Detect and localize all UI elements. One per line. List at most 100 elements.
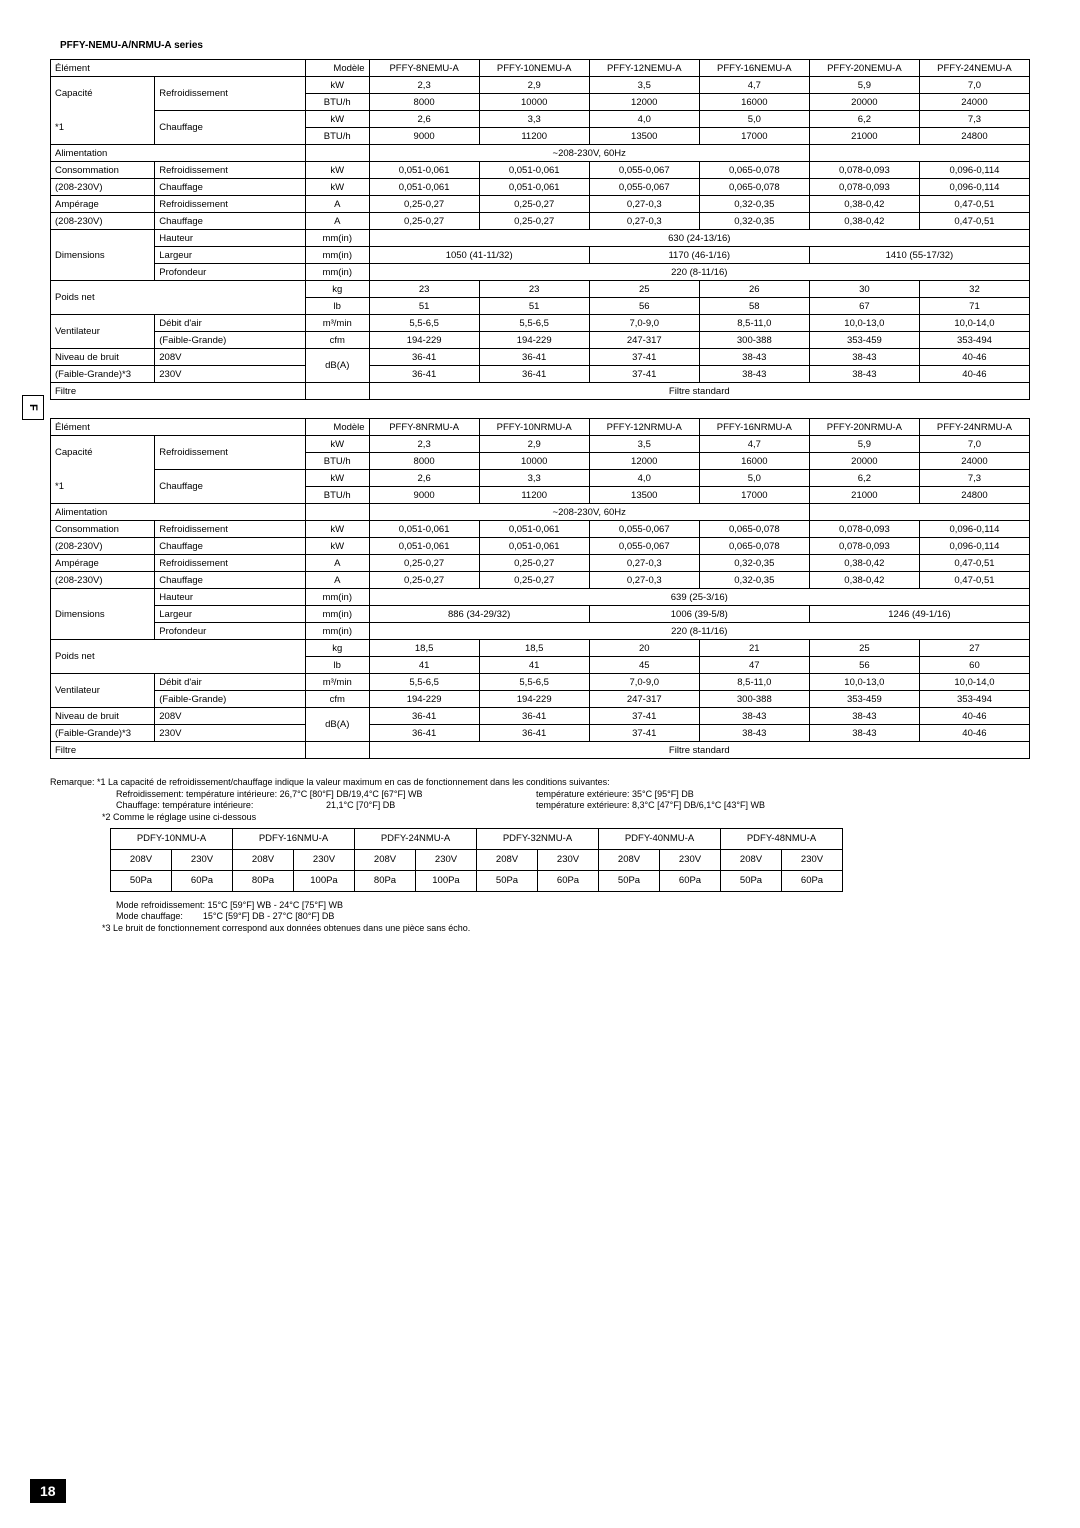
spec-table-nrmu: Élément Modèle PFFY-8NRMU-A PFFY-10NRMU-…	[50, 418, 1030, 759]
val: 11200	[479, 487, 589, 504]
val: 100Pa	[294, 870, 355, 891]
unit: kW	[305, 179, 369, 196]
unit: cfm	[305, 332, 369, 349]
label-bruit: Niveau de bruit	[51, 349, 155, 366]
val: 8000	[369, 453, 479, 470]
val: 51	[479, 298, 589, 315]
val: 24800	[919, 128, 1029, 145]
val: 0,096-0,114	[919, 521, 1029, 538]
val: 6,2	[809, 470, 919, 487]
val: 38-43	[809, 349, 919, 366]
val: 0,25-0,27	[479, 196, 589, 213]
unit: kg	[305, 281, 369, 298]
val: 0,078-0,093	[809, 162, 919, 179]
val: 1006 (39-5/8)	[589, 606, 809, 623]
label-bruit: Niveau de bruit	[51, 708, 155, 725]
val: 38-43	[809, 708, 919, 725]
val: 36-41	[479, 725, 589, 742]
label-amp: Ampérage	[51, 196, 155, 213]
val: 13500	[589, 128, 699, 145]
val: 80Pa	[233, 870, 294, 891]
val: 208V	[721, 849, 782, 870]
label-capacite: Capacité	[51, 436, 155, 470]
val: 0,32-0,35	[699, 572, 809, 589]
val: 80Pa	[355, 870, 416, 891]
unit: lb	[305, 657, 369, 674]
unit: dB(A)	[305, 349, 369, 383]
val: 1170 (46-1/16)	[589, 247, 809, 264]
val: 37-41	[589, 708, 699, 725]
val: 20000	[809, 94, 919, 111]
val: 230V	[782, 849, 843, 870]
header-element: Élément	[51, 419, 306, 436]
label-consom: Consommation	[51, 521, 155, 538]
val: 41	[369, 657, 479, 674]
val: 4,0	[589, 111, 699, 128]
unit: mm(in)	[305, 606, 369, 623]
val: 194-229	[369, 332, 479, 349]
val: 3,5	[589, 436, 699, 453]
model-col: PDFY-40NMU-A	[599, 828, 721, 849]
val: 0,051-0,061	[479, 179, 589, 196]
unit: mm(in)	[305, 264, 369, 281]
model-col: PDFY-24NMU-A	[355, 828, 477, 849]
val: 16000	[699, 94, 809, 111]
val: 6,2	[809, 111, 919, 128]
val: 0,47-0,51	[919, 213, 1029, 230]
unit: mm(in)	[305, 247, 369, 264]
label-volt: (208-230V)	[51, 213, 155, 230]
val: 20000	[809, 453, 919, 470]
val: Filtre standard	[369, 742, 1029, 759]
label-dim: Dimensions	[51, 230, 155, 281]
val: 24000	[919, 453, 1029, 470]
val: 230V	[172, 849, 233, 870]
label-vent: Ventilateur	[51, 315, 155, 349]
val: 220 (8-11/16)	[369, 264, 1029, 281]
val: 0,051-0,061	[369, 162, 479, 179]
blank	[305, 145, 369, 162]
val: 300-388	[699, 332, 809, 349]
val: 0,051-0,061	[479, 162, 589, 179]
unit: kW	[305, 162, 369, 179]
val: 50Pa	[721, 870, 782, 891]
val: 0,47-0,51	[919, 572, 1029, 589]
model-col: PFFY-10NEMU-A	[479, 60, 589, 77]
val: 60Pa	[660, 870, 721, 891]
val: 353-459	[809, 691, 919, 708]
val: 60	[919, 657, 1029, 674]
blank	[809, 145, 1029, 162]
val: 38-43	[699, 366, 809, 383]
val: 24000	[919, 94, 1029, 111]
val: 0,25-0,27	[479, 213, 589, 230]
alim-val: ~208-230V, 60Hz	[369, 504, 809, 521]
label-filtre: Filtre	[51, 383, 306, 400]
val: 24800	[919, 487, 1029, 504]
val: 60Pa	[172, 870, 233, 891]
label-volt: (208-230V)	[51, 572, 155, 589]
val: 10000	[479, 94, 589, 111]
model-col: PFFY-24NRMU-A	[919, 419, 1029, 436]
val: 353-494	[919, 691, 1029, 708]
model-col: PDFY-48NMU-A	[721, 828, 843, 849]
val: 0,055-0,067	[589, 179, 699, 196]
val: 0,38-0,42	[809, 213, 919, 230]
tail-line: Mode chauffage: 15°C [59°F] DB - 27°C [8…	[116, 911, 1030, 923]
factory-table: PDFY-10NMU-A PDFY-16NMU-A PDFY-24NMU-A P…	[110, 828, 843, 892]
val: 67	[809, 298, 919, 315]
val: 194-229	[369, 691, 479, 708]
val: 3,3	[479, 470, 589, 487]
val: 208V	[477, 849, 538, 870]
val: 4,0	[589, 470, 699, 487]
model-col: PDFY-10NMU-A	[111, 828, 233, 849]
val: 0,25-0,27	[369, 213, 479, 230]
alim-val: ~208-230V, 60Hz	[369, 145, 809, 162]
remark-line: *2 Comme le réglage usine ci-dessous	[50, 812, 1030, 824]
val: 0,065-0,078	[699, 179, 809, 196]
header-modele: Modèle	[305, 419, 369, 436]
val: 10,0-13,0	[809, 674, 919, 691]
unit: A	[305, 213, 369, 230]
unit: BTU/h	[305, 128, 369, 145]
val: 10000	[479, 453, 589, 470]
val: 0,055-0,067	[589, 538, 699, 555]
val: 7,0	[919, 436, 1029, 453]
